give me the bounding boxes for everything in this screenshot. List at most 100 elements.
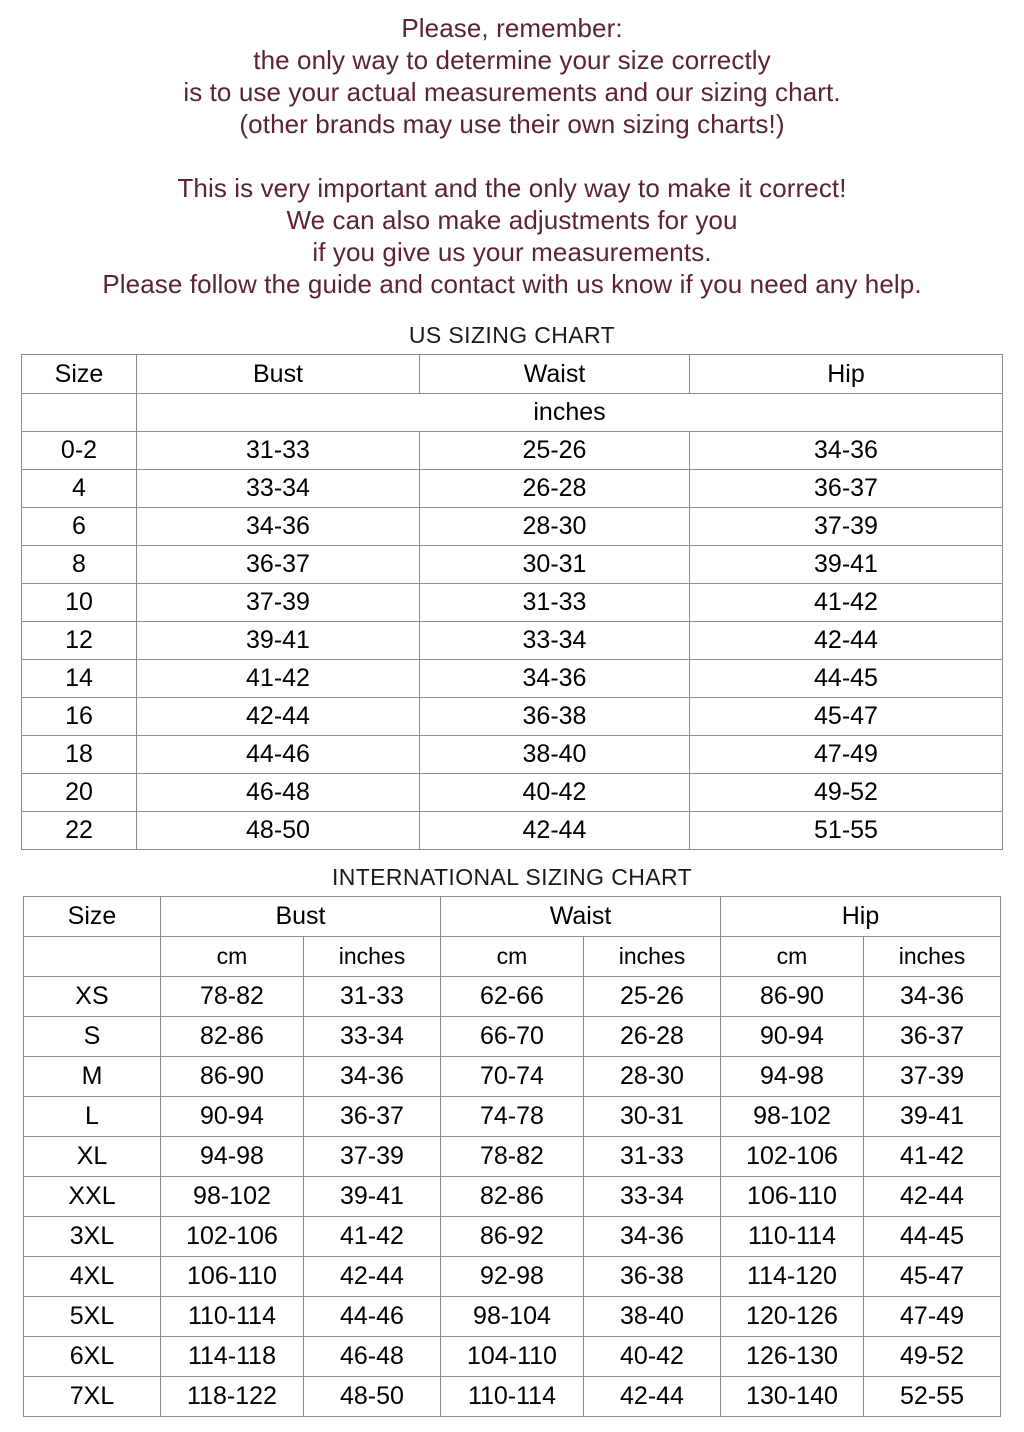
- intl-subheader-waist-inches: inches: [582, 936, 722, 977]
- notice-paragraph-1: Please, remember: the only way to determ…: [0, 12, 1024, 140]
- intl-table-measurement-cell: 114-118: [159, 1336, 304, 1377]
- intl-table-measurement-cell: 90-94: [720, 1016, 864, 1057]
- intl-table-measurement-cell: 86-90: [720, 976, 864, 1017]
- intl-table-measurement-cell: 25-26: [582, 976, 722, 1017]
- us-chart-title: US SIZING CHART: [408, 322, 616, 348]
- us-table-measurement-cell: 31-33: [419, 583, 690, 622]
- intl-table-measurement-cell: 28-30: [582, 1056, 722, 1097]
- intl-table-measurement-cell: 36-38: [582, 1256, 722, 1297]
- intl-table-size-cell: M: [22, 1056, 161, 1097]
- us-table-size-cell: 8: [21, 545, 137, 584]
- intl-table-size-cell: XS: [22, 976, 161, 1017]
- us-table-row: 8 36-37 30-31 39-41: [21, 545, 1003, 584]
- notice-line: Please follow the guide and contact with…: [102, 269, 922, 299]
- us-table-measurement-cell: 42-44: [689, 621, 1003, 660]
- us-table-row: 6 34-36 28-30 37-39: [21, 507, 1003, 546]
- us-table-size-cell: 20: [21, 773, 137, 812]
- us-table-measurement-cell: 36-37: [689, 469, 1003, 508]
- intl-table-measurement-cell: 45-47: [862, 1256, 1002, 1297]
- intl-table-measurement-cell: 120-126: [720, 1296, 864, 1337]
- intl-table-row: L 90-94 36-37 74-78 30-31 98-102 39-41: [22, 1096, 1002, 1137]
- us-table-measurement-cell: 34-36: [419, 659, 690, 698]
- intl-table-measurement-cell: 94-98: [720, 1056, 864, 1097]
- us-table-measurement-cell: 39-41: [136, 621, 420, 660]
- notice-line: This is very important and the only way …: [177, 173, 847, 203]
- intl-table-measurement-cell: 102-106: [159, 1216, 304, 1257]
- intl-table-row: M 86-90 34-36 70-74 28-30 94-98 37-39: [22, 1056, 1002, 1097]
- intl-table-measurement-cell: 126-130: [720, 1336, 864, 1377]
- us-table-measurement-cell: 31-33: [136, 431, 420, 470]
- us-table-row: 10 37-39 31-33 41-42: [21, 583, 1003, 622]
- intl-table-measurement-cell: 110-114: [159, 1296, 304, 1337]
- intl-table-measurement-cell: 70-74: [439, 1056, 584, 1097]
- intl-table-measurement-cell: 41-42: [862, 1136, 1002, 1177]
- us-table-measurement-cell: 49-52: [689, 773, 1003, 812]
- intl-table-measurement-cell: 41-42: [302, 1216, 441, 1257]
- intl-table-measurement-cell: 74-78: [439, 1096, 584, 1137]
- notice-line: We can also make adjustments for you: [286, 205, 738, 235]
- intl-table-measurement-cell: 31-33: [582, 1136, 722, 1177]
- notice-line: Please, remember:: [401, 13, 623, 43]
- intl-table-measurement-cell: 48-50: [302, 1376, 441, 1417]
- notice-line: if you give us your measurements.: [312, 237, 712, 267]
- us-table-measurement-cell: 36-37: [136, 545, 420, 584]
- intl-table-measurement-cell: 82-86: [439, 1176, 584, 1217]
- intl-table-measurement-cell: 49-52: [862, 1336, 1002, 1377]
- us-table-measurement-cell: 33-34: [136, 469, 420, 508]
- intl-table-size-cell: S: [22, 1016, 161, 1057]
- intl-table-measurement-cell: 92-98: [439, 1256, 584, 1297]
- us-table-body: 0-2 31-33 25-26 34-36 4 33-34 26-28 36-37 6 34-36…: [21, 431, 1003, 850]
- intl-table-measurement-cell: 36-37: [302, 1096, 441, 1137]
- us-unit-row: inches: [21, 393, 1003, 432]
- intl-table-measurement-cell: 44-46: [302, 1296, 441, 1337]
- intl-header-bust: Bust: [159, 896, 441, 937]
- us-table-measurement-cell: 30-31: [419, 545, 690, 584]
- intl-chart-title: INTERNATIONAL SIZING CHART: [331, 864, 693, 890]
- intl-table-measurement-cell: 66-70: [439, 1016, 584, 1057]
- intl-table-measurement-cell: 30-31: [582, 1096, 722, 1137]
- us-table-measurement-cell: 37-39: [689, 507, 1003, 546]
- intl-table-size-cell: XL: [22, 1136, 161, 1177]
- intl-table-measurement-cell: 31-33: [302, 976, 441, 1017]
- us-table-measurement-cell: 45-47: [689, 697, 1003, 736]
- intl-table-measurement-cell: 104-110: [439, 1336, 584, 1377]
- intl-table-size-cell: L: [22, 1096, 161, 1137]
- us-table-row: 22 48-50 42-44 51-55: [21, 811, 1003, 850]
- intl-table-row: 7XL 118-122 48-50 110-114 42-44 130-140 52-55: [22, 1376, 1002, 1417]
- us-table-row: 0-2 31-33 25-26 34-36: [21, 431, 1003, 470]
- intl-table-size-cell: 5XL: [22, 1296, 161, 1337]
- intl-table-measurement-cell: 37-39: [302, 1136, 441, 1177]
- intl-table-row: 4XL 106-110 42-44 92-98 36-38 114-120 45-47: [22, 1256, 1002, 1297]
- intl-subheader-row: cm inches cm inches cm inches: [22, 936, 1002, 977]
- us-table-measurement-cell: 41-42: [136, 659, 420, 698]
- us-table-size-cell: 18: [21, 735, 137, 774]
- us-header-row: Size Bust Waist Hip: [21, 354, 1003, 394]
- intl-table-size-cell: XXL: [22, 1176, 161, 1217]
- intl-table-measurement-cell: 37-39: [862, 1056, 1002, 1097]
- us-table-size-cell: 6: [21, 507, 137, 546]
- us-table-row: 12 39-41 33-34 42-44: [21, 621, 1003, 660]
- intl-table-measurement-cell: 33-34: [582, 1176, 722, 1217]
- us-table-measurement-cell: 28-30: [419, 507, 690, 546]
- intl-table-measurement-cell: 78-82: [159, 976, 304, 1017]
- us-table-size-cell: 14: [21, 659, 137, 698]
- us-table-measurement-cell: 47-49: [689, 735, 1003, 774]
- intl-table-measurement-cell: 34-36: [302, 1056, 441, 1097]
- intl-table-measurement-cell: 90-94: [159, 1096, 304, 1137]
- intl-table-measurement-cell: 40-42: [582, 1336, 722, 1377]
- intl-subheader-hip-cm: cm: [720, 936, 864, 977]
- us-table-measurement-cell: 34-36: [136, 507, 420, 546]
- us-table-row: 16 42-44 36-38 45-47: [21, 697, 1003, 736]
- us-table-measurement-cell: 42-44: [419, 811, 690, 850]
- intl-table-measurement-cell: 106-110: [159, 1256, 304, 1297]
- intl-subheader-bust-inches: inches: [302, 936, 441, 977]
- us-table-measurement-cell: 37-39: [136, 583, 420, 622]
- intl-table-size-cell: 7XL: [22, 1376, 161, 1417]
- us-table-row: 14 41-42 34-36 44-45: [21, 659, 1003, 698]
- us-table-measurement-cell: 48-50: [136, 811, 420, 850]
- us-table-row: 20 46-48 40-42 49-52: [21, 773, 1003, 812]
- intl-table-measurement-cell: 38-40: [582, 1296, 722, 1337]
- intl-table-measurement-cell: 36-37: [862, 1016, 1002, 1057]
- us-table-row: 18 44-46 38-40 47-49: [21, 735, 1003, 774]
- intl-table-measurement-cell: 118-122: [159, 1376, 304, 1417]
